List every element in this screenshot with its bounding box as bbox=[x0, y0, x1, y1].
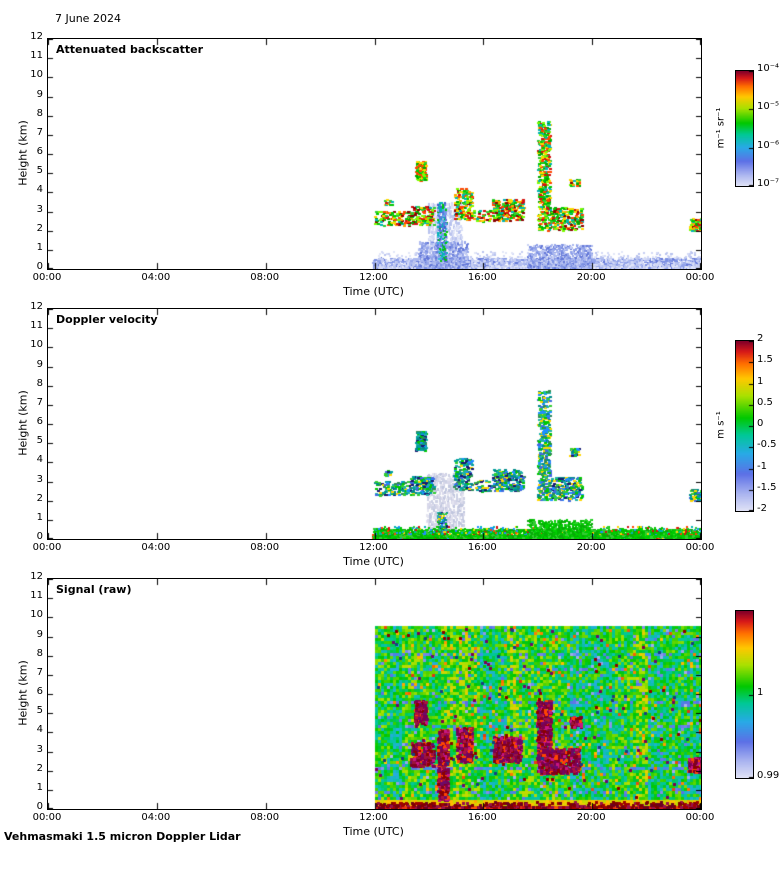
y-tick-label: 2 bbox=[36, 222, 43, 234]
plot-title: Attenuated backscatter bbox=[56, 43, 204, 56]
x-tick-label: 20:00 bbox=[576, 812, 606, 823]
colorbar-tick-label: -1.5 bbox=[757, 481, 777, 493]
x-tick-label: 16:00 bbox=[467, 272, 497, 283]
y-tick-label: 4 bbox=[36, 454, 43, 466]
y-tick-label: 11 bbox=[30, 590, 43, 602]
y-tick-label: 12 bbox=[30, 571, 43, 582]
y-tick-label: 6 bbox=[36, 416, 43, 427]
x-tick-label: 04:00 bbox=[141, 812, 171, 823]
colorbar-tick-label: 10⁻⁶ bbox=[757, 139, 780, 151]
x-axis-label: Time (UTC) bbox=[343, 555, 404, 568]
y-tick-label: 10 bbox=[30, 69, 43, 81]
x-axis-label: Time (UTC) bbox=[343, 825, 404, 838]
colorbar-tick-label: 0.99 bbox=[757, 770, 780, 781]
x-tick-label: 08:00 bbox=[250, 542, 280, 553]
y-tick-label: 11 bbox=[30, 320, 43, 332]
y-tick-label: 5 bbox=[36, 705, 43, 717]
x-tick-label: 20:00 bbox=[576, 542, 606, 553]
x-tick-label: 04:00 bbox=[141, 272, 171, 283]
y-tick-label: 8 bbox=[36, 647, 43, 659]
colorbar-tick-label: 0.5 bbox=[757, 396, 773, 408]
x-tick-label: 00:00 bbox=[32, 812, 62, 823]
x-tick-label: 08:00 bbox=[250, 272, 280, 283]
x-tick-label: 12:00 bbox=[359, 812, 388, 823]
y-tick-label: 8 bbox=[36, 377, 43, 389]
y-tick-label: 0 bbox=[36, 801, 43, 812]
y-tick-label: 5 bbox=[36, 165, 43, 177]
y-tick-label: 0 bbox=[36, 261, 43, 272]
x-tick-label: 12:00 bbox=[359, 542, 388, 553]
colorbar-tick-label: 2 bbox=[757, 333, 764, 344]
heatmap-canvas bbox=[48, 39, 701, 269]
colorbar-tick-label: 1 bbox=[757, 686, 764, 698]
x-tick-label: 00:00 bbox=[32, 272, 62, 283]
x-tick-label: 16:00 bbox=[467, 542, 497, 553]
heatmap-canvas bbox=[48, 579, 701, 809]
y-tick-label: 2 bbox=[36, 492, 43, 504]
x-tick-label: 16:00 bbox=[467, 812, 497, 823]
y-tick-label: 7 bbox=[36, 666, 43, 678]
colorbar-tick-label: 10⁻⁵ bbox=[757, 101, 780, 113]
y-tick-label: 8 bbox=[36, 107, 43, 119]
plot-area: Attenuated backscatter bbox=[47, 38, 702, 270]
panel-doppler-velocity: Height (km) Doppler velocity Time (UTC) … bbox=[0, 301, 780, 608]
y-tick-label: 5 bbox=[36, 435, 43, 447]
y-tick-label: 2 bbox=[36, 762, 43, 774]
x-tick-label: 00:00 bbox=[685, 542, 715, 553]
date-label: 7 June 2024 bbox=[55, 12, 121, 25]
colorbar-tick-label: 1.5 bbox=[757, 354, 773, 366]
colorbar-unit-label: m s⁻¹ bbox=[715, 411, 727, 439]
colorbar-tick-label: -0.5 bbox=[757, 439, 777, 451]
colorbar-tick-label: 10⁻⁴ bbox=[757, 63, 780, 74]
y-tick-label: 4 bbox=[36, 724, 43, 736]
colorbar-unit-label: m⁻¹ sr⁻¹ bbox=[715, 107, 727, 148]
x-tick-label: 20:00 bbox=[576, 272, 606, 283]
y-tick-label: 3 bbox=[36, 473, 43, 485]
colorbar-gradient bbox=[735, 340, 754, 512]
lidar-quicklook-page: 7 June 2024 Height (km) Attenuated backs… bbox=[0, 12, 780, 843]
y-tick-label: 7 bbox=[36, 126, 43, 138]
y-tick-label: 1 bbox=[36, 511, 43, 523]
y-tick-label: 6 bbox=[36, 146, 43, 157]
y-tick-label: 1 bbox=[36, 241, 43, 253]
x-tick-label: 00:00 bbox=[685, 272, 715, 283]
y-tick-label: 10 bbox=[30, 609, 43, 621]
colorbar-tick-label: 10⁻⁷ bbox=[757, 178, 780, 189]
x-tick-label: 12:00 bbox=[359, 272, 388, 283]
instrument-label: Vehmasmaki 1.5 micron Doppler Lidar bbox=[4, 830, 241, 843]
y-tick-label: 11 bbox=[30, 50, 43, 62]
colorbar-tick-label: 1 bbox=[757, 375, 764, 387]
plot-area: Doppler velocity bbox=[47, 308, 702, 540]
y-tick-label: 12 bbox=[30, 301, 43, 312]
plot-area: Signal (raw) bbox=[47, 578, 702, 810]
plot-title: Signal (raw) bbox=[56, 583, 132, 596]
colorbar-tick-label: -2 bbox=[757, 503, 767, 514]
y-tick-label: 9 bbox=[36, 358, 43, 370]
y-tick-label: 9 bbox=[36, 628, 43, 640]
plot-title: Doppler velocity bbox=[56, 313, 158, 326]
colorbar-tick-label: -1 bbox=[757, 460, 767, 472]
y-tick-label: 9 bbox=[36, 88, 43, 100]
x-tick-label: 04:00 bbox=[141, 542, 171, 553]
y-tick-label: 3 bbox=[36, 203, 43, 215]
y-tick-label: 6 bbox=[36, 686, 43, 697]
x-tick-label: 00:00 bbox=[32, 542, 62, 553]
y-tick-label: 4 bbox=[36, 184, 43, 196]
x-tick-label: 00:00 bbox=[685, 812, 715, 823]
y-tick-label: 1 bbox=[36, 781, 43, 793]
x-axis-label: Time (UTC) bbox=[343, 285, 404, 298]
panel-signal-raw: Height (km) Signal (raw) Time (UTC) 00:0… bbox=[0, 571, 780, 878]
y-tick-label: 12 bbox=[30, 31, 43, 42]
y-tick-label: 0 bbox=[36, 531, 43, 542]
heatmap-canvas bbox=[48, 309, 701, 539]
y-tick-label: 7 bbox=[36, 396, 43, 408]
panel-attenuated-backscatter: Height (km) Attenuated backscatter Time … bbox=[0, 31, 780, 338]
colorbar-gradient bbox=[735, 610, 754, 779]
colorbar-tick-label: 0 bbox=[757, 418, 764, 429]
y-tick-label: 10 bbox=[30, 339, 43, 351]
x-tick-label: 08:00 bbox=[250, 812, 280, 823]
colorbar-gradient bbox=[735, 70, 754, 187]
y-tick-label: 3 bbox=[36, 743, 43, 755]
